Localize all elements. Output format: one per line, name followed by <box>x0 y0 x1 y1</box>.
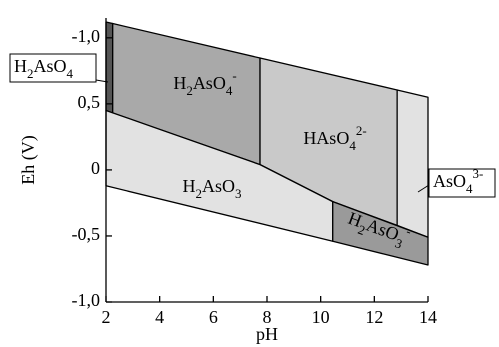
region-label: H2AsO4 <box>14 56 74 81</box>
y-axis-label: Eh (V) <box>18 135 39 184</box>
region-label: H2AsO3 <box>182 176 241 201</box>
label-part: 2 <box>186 83 193 98</box>
label-part: 2 <box>195 186 202 201</box>
label-part: 2 <box>356 222 367 238</box>
y-tick-label: -1,0 <box>72 290 101 310</box>
x-tick-label: 14 <box>419 307 437 327</box>
label-part: AsO <box>433 171 466 191</box>
label-part: AsO <box>202 176 235 196</box>
label-box <box>428 168 496 198</box>
x-tick-label: 8 <box>263 307 272 327</box>
x-tick-label: 10 <box>312 307 330 327</box>
region <box>105 21 114 114</box>
x-axis-label: pH <box>256 324 278 344</box>
x-tick-label: 2 <box>102 307 111 327</box>
x-tick-label: 4 <box>155 307 164 327</box>
label-part: AsO <box>193 73 226 93</box>
x-tick-label: 12 <box>365 307 383 327</box>
y-tick-label: -0,5 <box>72 224 101 244</box>
leader-line <box>417 184 430 193</box>
y-tick-label: -1,0 <box>72 26 101 46</box>
region <box>396 89 429 238</box>
label-part: HAsO <box>303 128 349 148</box>
label-part: 3 <box>393 236 404 252</box>
label-part: 2- <box>356 123 367 138</box>
label-box <box>9 53 97 83</box>
label-part: - <box>232 68 236 83</box>
y-tick-label: 0 <box>91 158 100 178</box>
label-part: H <box>182 176 195 196</box>
label-part: H <box>14 56 27 76</box>
x-tick-label: 6 <box>209 307 218 327</box>
label-part: 4 <box>349 138 356 153</box>
label-part: H <box>345 208 364 231</box>
label-part: 4 <box>67 66 74 81</box>
region-label: AsO43- <box>433 166 483 196</box>
label-part: 3 <box>235 186 242 201</box>
label-part: H <box>173 73 186 93</box>
label-part: - <box>404 224 413 240</box>
region-label: H2AsO4- <box>173 68 236 98</box>
region-label: HAsO42- <box>303 123 366 153</box>
label-part: AsO <box>34 56 67 76</box>
region <box>332 200 429 266</box>
label-part: 4 <box>466 181 473 196</box>
label-part: 4 <box>226 83 233 98</box>
label-part: 3- <box>473 166 484 181</box>
y-tick-label: 0,5 <box>78 92 101 112</box>
label-part: 2 <box>27 66 34 81</box>
